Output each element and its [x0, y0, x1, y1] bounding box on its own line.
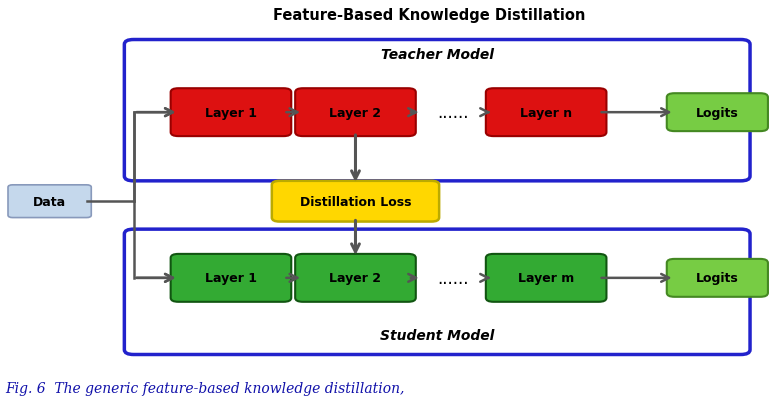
Text: Layer m: Layer m — [518, 271, 574, 285]
Text: Layer 1: Layer 1 — [205, 271, 257, 285]
FancyBboxPatch shape — [124, 41, 750, 181]
FancyBboxPatch shape — [486, 89, 607, 137]
FancyBboxPatch shape — [272, 181, 439, 222]
FancyBboxPatch shape — [171, 89, 291, 137]
Text: Data: Data — [33, 195, 66, 208]
FancyBboxPatch shape — [295, 89, 415, 137]
FancyBboxPatch shape — [667, 94, 768, 132]
Text: Teacher Model: Teacher Model — [380, 48, 494, 62]
Text: ......: ...... — [437, 104, 469, 122]
FancyBboxPatch shape — [8, 185, 91, 218]
Text: Logits: Logits — [696, 106, 739, 119]
Text: Layer 2: Layer 2 — [330, 106, 381, 119]
Text: Layer 1: Layer 1 — [205, 106, 257, 119]
Text: Logits: Logits — [696, 271, 739, 285]
Text: Fig. 6  The generic feature-based knowledge distillation,: Fig. 6 The generic feature-based knowled… — [5, 381, 405, 395]
Text: Layer 2: Layer 2 — [330, 271, 381, 285]
Text: ......: ...... — [437, 269, 469, 287]
FancyBboxPatch shape — [667, 259, 768, 297]
FancyBboxPatch shape — [486, 254, 607, 302]
FancyBboxPatch shape — [171, 254, 291, 302]
Text: Layer n: Layer n — [520, 106, 572, 119]
Text: Student Model: Student Model — [380, 328, 494, 342]
FancyBboxPatch shape — [295, 254, 415, 302]
Text: Feature-Based Knowledge Distillation: Feature-Based Knowledge Distillation — [273, 8, 586, 23]
FancyBboxPatch shape — [124, 229, 750, 354]
Text: Distillation Loss: Distillation Loss — [300, 195, 412, 208]
